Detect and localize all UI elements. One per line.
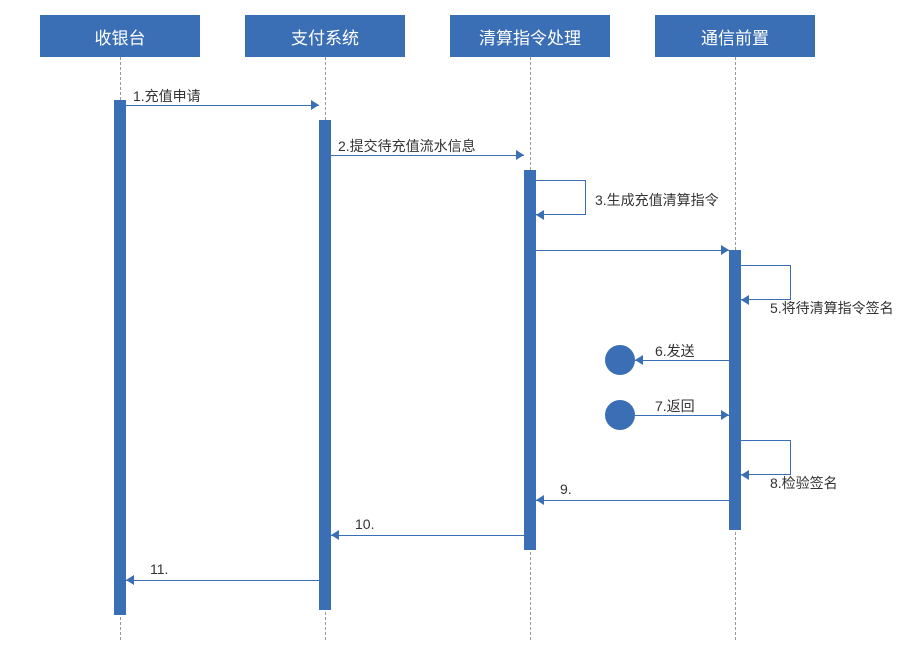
arrow-right-m4 [721, 245, 729, 255]
node-circle-0 [605, 345, 635, 375]
message-line-m10 [331, 535, 524, 536]
arrow-left-m10 [331, 530, 339, 540]
participant-p2: 支付系统 [245, 15, 405, 57]
message-label-m2: 2.提交待充值流水信息 [338, 136, 476, 156]
self-call-arrow-m8self [741, 470, 749, 480]
message-label-m8self: 8.检验签名 [770, 473, 838, 493]
participant-label: 通信前置 [701, 24, 769, 49]
self-call-arrow-m5self [741, 295, 749, 305]
node-circle-1 [605, 400, 635, 430]
message-label-m10: 10. [355, 516, 374, 532]
arrow-left-m11 [126, 575, 134, 585]
message-label-m6: 6.发送 [655, 341, 695, 361]
activation-0 [114, 100, 126, 615]
arrow-right-m7 [721, 410, 729, 420]
participant-p1: 收银台 [40, 15, 200, 57]
arrow-right-m1 [311, 100, 319, 110]
message-line-m4 [536, 250, 729, 251]
activation-1 [319, 120, 331, 610]
message-label-m5self: 5.将待清算指令签名 [770, 298, 894, 318]
participant-label: 支付系统 [291, 24, 359, 49]
activation-3 [729, 250, 741, 530]
arrow-left-m6 [635, 355, 643, 365]
participant-label: 收银台 [95, 24, 146, 49]
message-label-m3self: 3.生成充值清算指令 [595, 190, 719, 210]
participant-p4: 通信前置 [655, 15, 815, 57]
message-line-m11 [126, 580, 319, 581]
message-line-m9 [536, 500, 729, 501]
message-label-m7: 7.返回 [655, 396, 695, 416]
self-call-arrow-m3self [536, 210, 544, 220]
participant-label: 清算指令处理 [479, 24, 581, 49]
message-label-m1: 1.充值申请 [133, 86, 201, 106]
arrow-left-m9 [536, 495, 544, 505]
arrow-right-m2 [516, 150, 524, 160]
activation-2 [524, 170, 536, 550]
participant-p3: 清算指令处理 [450, 15, 610, 57]
message-label-m11: 11. [150, 561, 168, 577]
message-label-m9: 9. [560, 481, 572, 497]
